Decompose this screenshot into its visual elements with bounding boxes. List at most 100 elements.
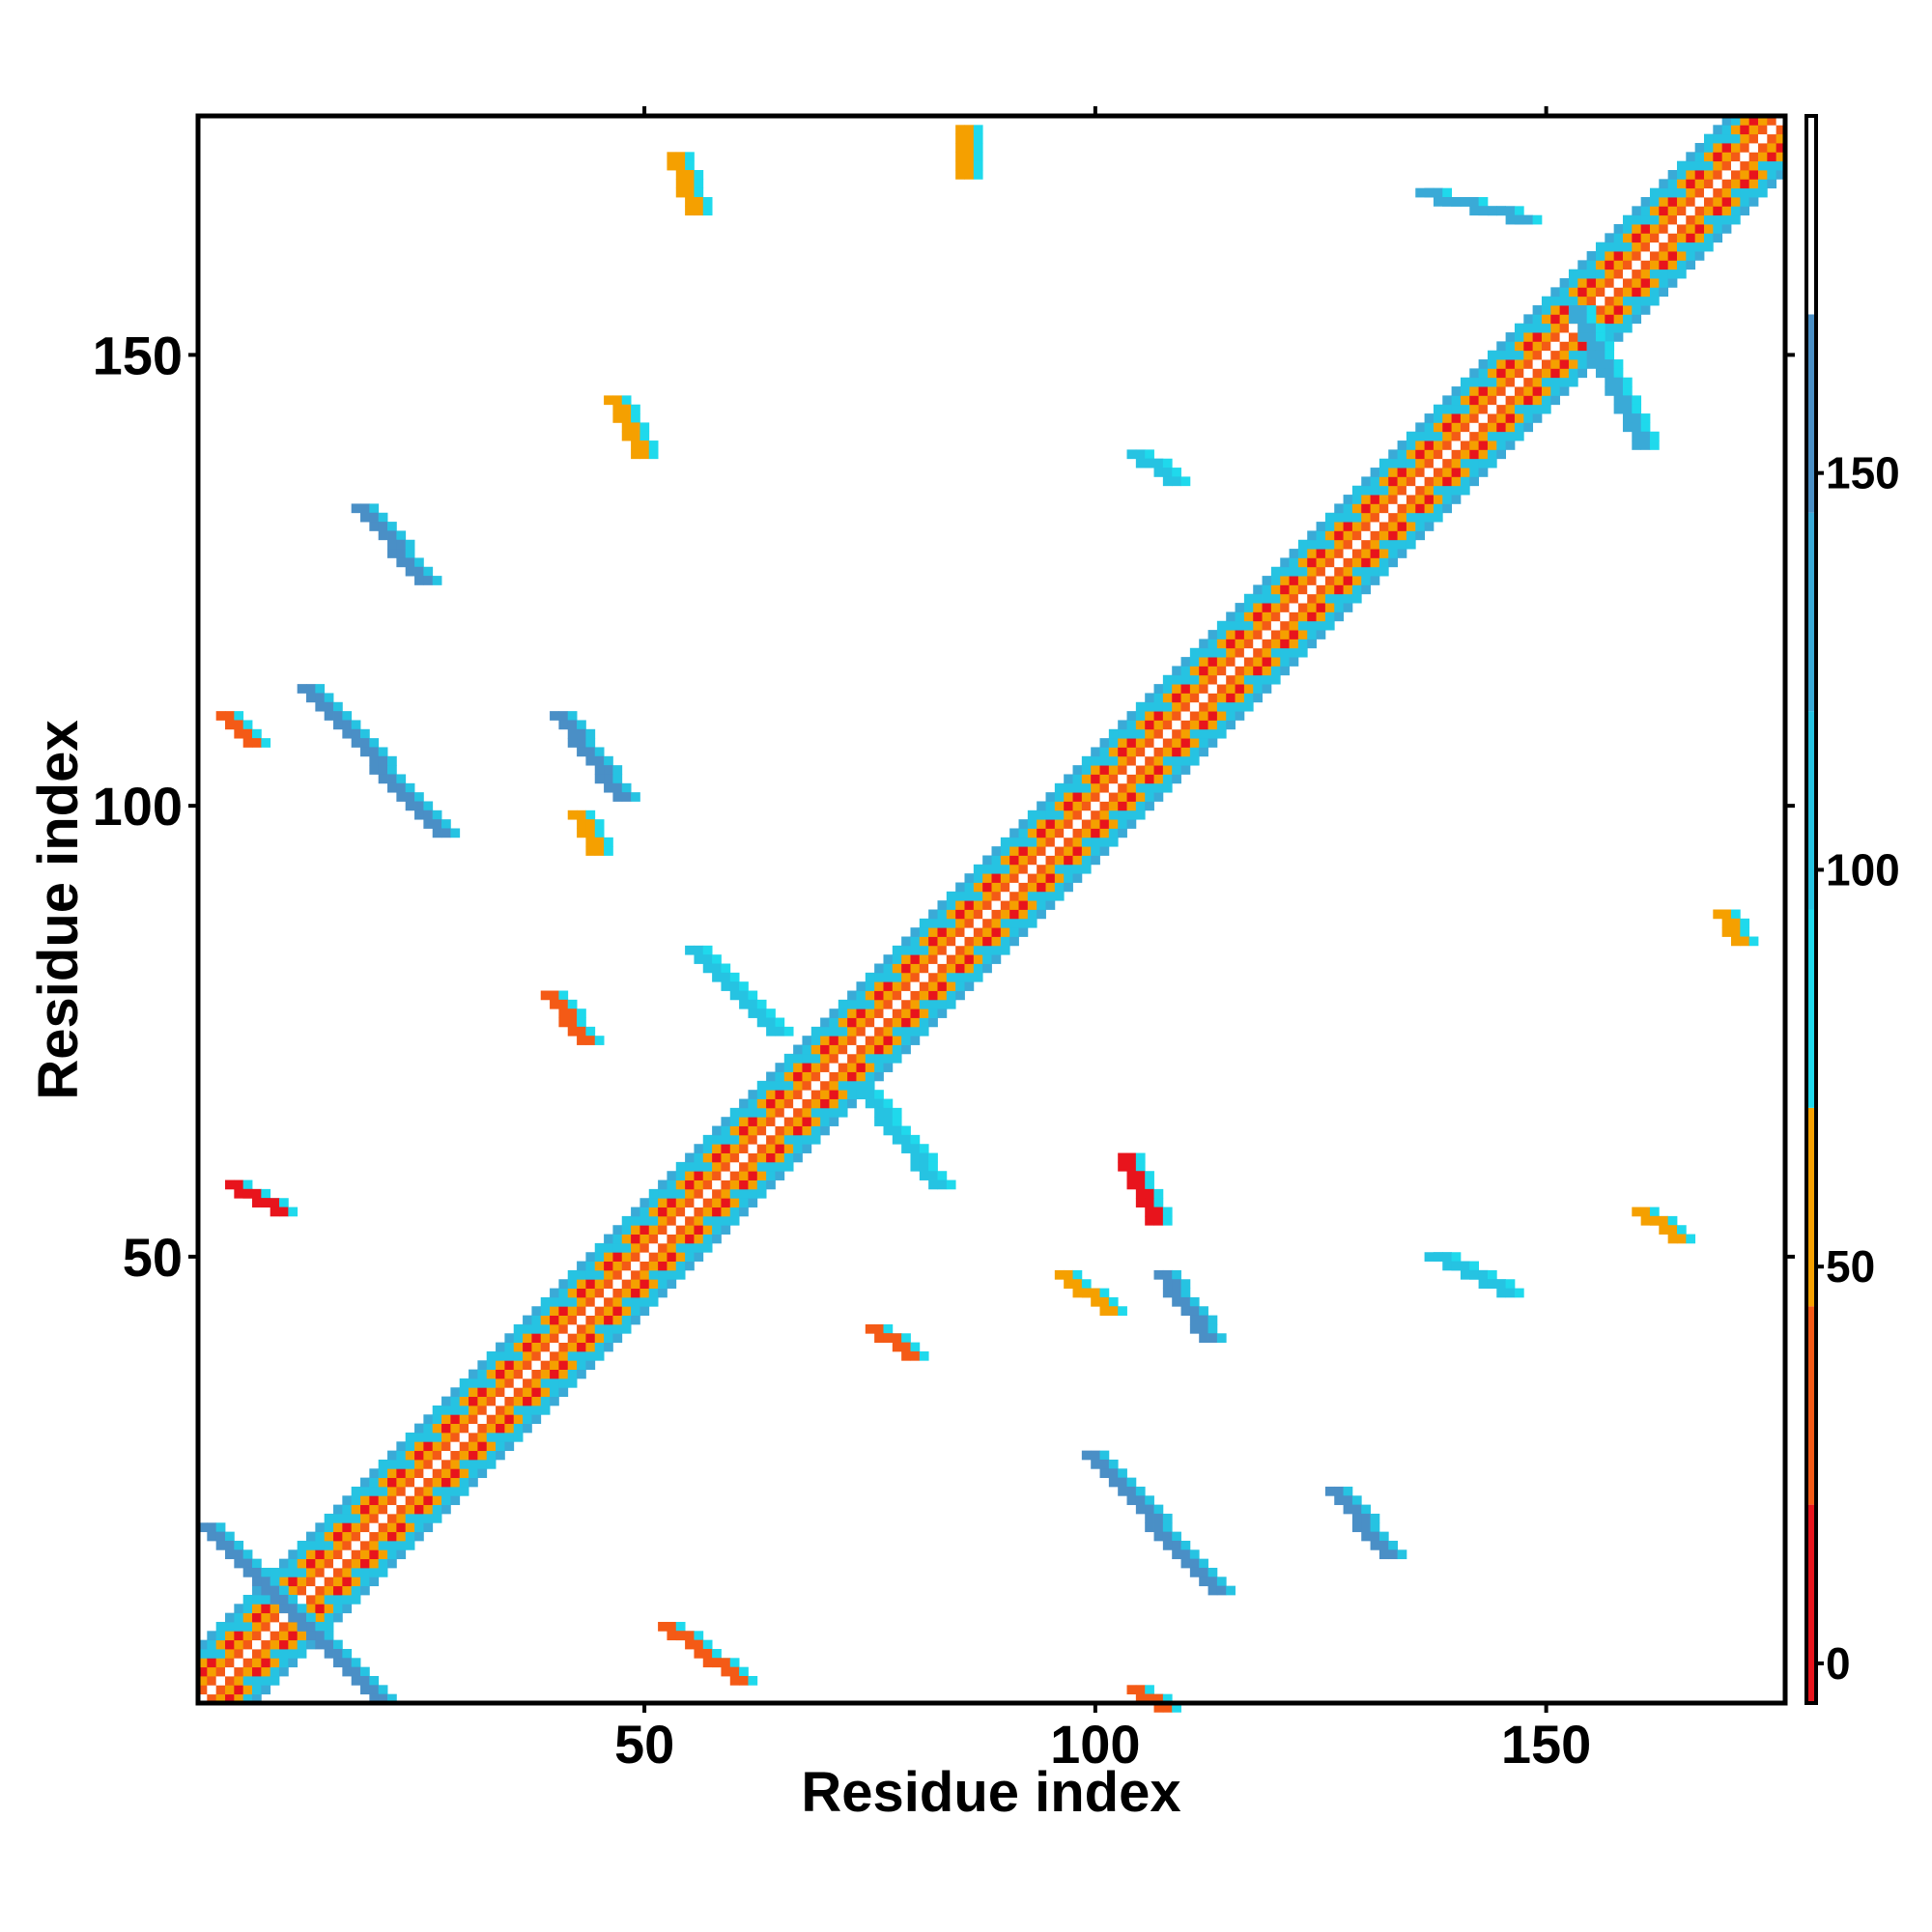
diagonal-cell <box>847 1044 857 1055</box>
diagonal-cell <box>459 1414 469 1425</box>
diagonal-cell <box>1126 782 1137 793</box>
diagonal-cell <box>1189 684 1200 694</box>
diagonal-cell <box>982 864 992 874</box>
diagonal-cell <box>783 1117 794 1126</box>
diagonal-cell <box>802 1063 812 1072</box>
diagonal-cell <box>1253 684 1263 694</box>
diagonal-cell <box>1054 828 1065 838</box>
diagonal-cell <box>1613 305 1624 315</box>
diagonal-cell <box>324 1522 334 1533</box>
diagonal-cell <box>694 1234 704 1244</box>
diagonal-cell <box>1721 143 1732 153</box>
diagonal-cell <box>702 1225 713 1235</box>
diagonal-cell <box>667 1261 677 1271</box>
diagonal-cell <box>1721 160 1732 171</box>
contact-cell <box>739 1666 749 1677</box>
diagonal-cell <box>1694 160 1705 171</box>
contact-cell <box>694 1631 704 1641</box>
diagonal-cell <box>333 1513 343 1523</box>
diagonal-cell <box>910 936 921 947</box>
diagonal-cell <box>802 1036 812 1045</box>
contact-cell <box>1064 1269 1073 1280</box>
diagonal-cell <box>1686 187 1696 198</box>
contact-cell <box>270 1577 280 1587</box>
diagonal-cell <box>1460 395 1470 406</box>
diagonal-cell <box>405 1522 415 1533</box>
contact-cell <box>342 728 353 739</box>
diagonal-cell <box>459 1396 469 1406</box>
diagonal-cell <box>838 1009 848 1018</box>
contact-cell <box>270 1198 280 1208</box>
diagonal-cell <box>712 1125 722 1136</box>
diagonal-cell <box>892 1026 902 1037</box>
contact-cell <box>756 1009 767 1018</box>
diagonal-cell <box>1478 395 1489 406</box>
diagonal-cell <box>504 1423 515 1434</box>
diagonal-cell <box>901 963 911 974</box>
diagonal-cell <box>459 1378 469 1388</box>
diagonal-cell <box>1045 792 1056 802</box>
diagonal-cell <box>1361 503 1371 514</box>
diagonal-cell <box>712 1234 722 1244</box>
diagonal-cell <box>793 1044 803 1055</box>
contact-cell <box>1126 1486 1137 1496</box>
diagonal-cell <box>1721 179 1732 189</box>
diagonal-cell <box>405 1495 415 1506</box>
diagonal-cell <box>937 981 948 991</box>
diagonal-cell <box>1018 909 1029 920</box>
diagonal-cell <box>1045 846 1056 856</box>
contact-cell <box>766 1009 776 1018</box>
contact-cell <box>721 981 731 991</box>
diagonal-cell <box>1686 160 1696 171</box>
diagonal-cell <box>550 1315 559 1325</box>
diagonal-cell <box>234 1658 244 1668</box>
diagonal-cell <box>261 1658 271 1668</box>
contact-cell <box>685 197 695 207</box>
diagonal-cell <box>973 864 983 874</box>
contact-cell <box>1640 422 1651 433</box>
diagonal-cell <box>279 1558 289 1569</box>
diagonal-cell <box>712 1144 722 1153</box>
diagonal-cell <box>342 1604 353 1614</box>
diagonal-cell <box>1640 233 1651 243</box>
diagonal-cell <box>1605 278 1615 288</box>
diagonal-cell <box>550 1387 559 1398</box>
contact-cell <box>1460 1261 1470 1271</box>
diagonal-cell <box>1514 368 1524 379</box>
diagonal-cell <box>496 1414 505 1425</box>
contact-cell <box>198 1522 208 1533</box>
contact-cell <box>1370 1513 1380 1523</box>
diagonal-cell <box>1289 603 1299 612</box>
diagonal-cell <box>1442 395 1452 406</box>
diagonal-cell <box>1424 413 1435 423</box>
contact-cell <box>324 1631 334 1641</box>
diagonal-cell <box>1081 864 1092 874</box>
diagonal-cell <box>496 1423 505 1434</box>
diagonal-cell <box>306 1567 316 1577</box>
contact-cell <box>739 981 749 991</box>
diagonal-cell <box>1289 584 1299 595</box>
contact-cell <box>1640 1207 1651 1217</box>
diagonal-cell <box>360 1504 370 1515</box>
diagonal-cell <box>810 1098 821 1109</box>
diagonal-cell <box>748 1188 758 1199</box>
contact-cell <box>1189 1549 1200 1560</box>
diagonal-cell <box>369 1513 380 1523</box>
diagonal-cell <box>486 1396 497 1406</box>
diagonal-cell <box>333 1585 343 1596</box>
diagonal-cell <box>1757 143 1768 153</box>
diagonal-cell <box>342 1540 353 1550</box>
diagonal-cell <box>1406 512 1416 523</box>
diagonal-cell <box>604 1342 613 1352</box>
contact-cell <box>702 1648 713 1659</box>
diagonal-cell <box>1316 530 1326 541</box>
contact-cell <box>1153 1693 1164 1704</box>
diagonal-cell <box>396 1450 407 1461</box>
diagonal-cell <box>261 1666 271 1677</box>
diagonal-cell <box>1568 323 1578 333</box>
diagonal-cell <box>739 1117 749 1126</box>
diagonal-cell <box>1072 837 1083 847</box>
diagonal-cell <box>1180 711 1191 721</box>
diagonal-cell <box>1541 395 1551 406</box>
contact-cell <box>1505 1279 1516 1289</box>
